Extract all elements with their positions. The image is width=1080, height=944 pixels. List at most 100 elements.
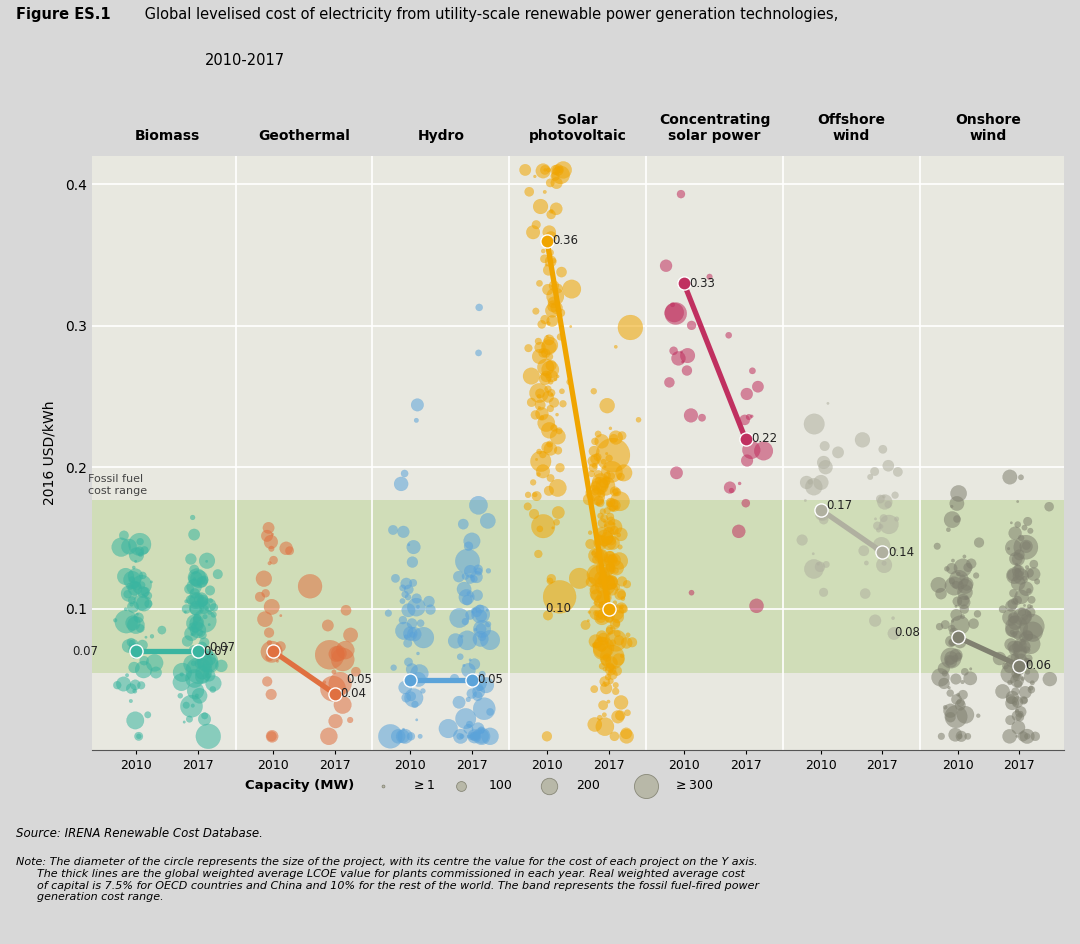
- Point: [544, 520, 562, 535]
- Point: [262, 687, 280, 702]
- Point: [537, 346, 554, 361]
- Point: [107, 613, 124, 628]
- Point: [191, 688, 208, 703]
- Point: [951, 729, 969, 744]
- Point: [1011, 645, 1028, 660]
- Point: [1008, 669, 1025, 684]
- Point: [461, 571, 478, 586]
- Point: [580, 614, 597, 629]
- Point: [186, 572, 203, 587]
- Point: [400, 654, 417, 669]
- Point: [470, 676, 487, 691]
- Point: [607, 430, 624, 446]
- Point: [542, 571, 559, 586]
- Point: [604, 667, 621, 683]
- Text: 0.17: 0.17: [826, 499, 852, 512]
- Point: [944, 512, 961, 527]
- Point: [543, 313, 561, 329]
- Point: [190, 571, 207, 586]
- Point: [874, 442, 891, 457]
- Point: [1020, 514, 1037, 529]
- Point: [197, 609, 214, 624]
- Point: [1024, 675, 1041, 690]
- Point: [596, 556, 613, 571]
- Point: [947, 709, 964, 724]
- Point: [153, 622, 171, 637]
- Point: [941, 652, 958, 667]
- Point: [126, 581, 144, 596]
- Point: [933, 729, 950, 744]
- Point: [597, 653, 615, 668]
- Point: [880, 458, 897, 473]
- Point: [585, 682, 603, 697]
- Point: [1016, 520, 1034, 535]
- Point: [541, 423, 558, 438]
- Point: [193, 575, 211, 590]
- Point: [658, 258, 675, 273]
- Point: [405, 690, 422, 705]
- Point: [958, 577, 975, 592]
- Point: [1010, 552, 1027, 567]
- Point: [539, 282, 556, 297]
- Point: [794, 532, 811, 548]
- Point: [1016, 639, 1034, 654]
- Point: [667, 465, 685, 480]
- Point: [545, 395, 563, 410]
- Point: [543, 387, 561, 402]
- Point: [262, 541, 280, 556]
- Point: [134, 584, 151, 599]
- Point: [462, 569, 480, 584]
- Point: [593, 433, 610, 448]
- Point: [862, 469, 879, 484]
- Point: [187, 683, 204, 699]
- Point: [598, 590, 616, 605]
- Point: [392, 477, 409, 492]
- Point: [595, 533, 612, 548]
- Point: [630, 413, 647, 428]
- Point: [596, 514, 613, 530]
- Point: [341, 713, 359, 728]
- Point: [400, 590, 417, 605]
- Point: [590, 473, 607, 488]
- Point: [593, 532, 610, 548]
- Point: [593, 548, 610, 563]
- Point: [205, 676, 222, 691]
- Point: [602, 509, 619, 524]
- Point: [747, 598, 765, 614]
- Point: [942, 703, 959, 718]
- Point: [478, 602, 496, 617]
- Point: [332, 676, 349, 691]
- Point: [183, 699, 200, 714]
- Point: [596, 674, 613, 689]
- Point: [529, 547, 546, 562]
- Point: [589, 566, 606, 582]
- Point: [542, 358, 559, 373]
- Point: [468, 569, 485, 584]
- Point: [395, 524, 413, 539]
- Point: [1007, 649, 1024, 665]
- Text: 2010-2017: 2010-2017: [205, 53, 285, 68]
- Point: [122, 634, 139, 649]
- Point: [610, 632, 627, 648]
- Point: [586, 582, 604, 597]
- Point: [1001, 713, 1018, 728]
- Point: [943, 561, 960, 576]
- Point: [603, 532, 620, 548]
- Point: [1009, 494, 1026, 509]
- Point: [949, 687, 967, 702]
- Point: [519, 499, 537, 514]
- Point: [544, 278, 562, 294]
- Point: [606, 552, 623, 567]
- Point: [519, 341, 537, 356]
- Point: [531, 340, 549, 355]
- Point: [855, 543, 873, 558]
- Point: [545, 420, 563, 435]
- Point: [195, 572, 213, 587]
- Point: [586, 637, 604, 652]
- Point: [201, 652, 218, 667]
- Point: [820, 396, 837, 411]
- Point: [876, 495, 893, 510]
- Point: [604, 582, 621, 597]
- Point: [597, 610, 615, 625]
- Point: [193, 599, 211, 615]
